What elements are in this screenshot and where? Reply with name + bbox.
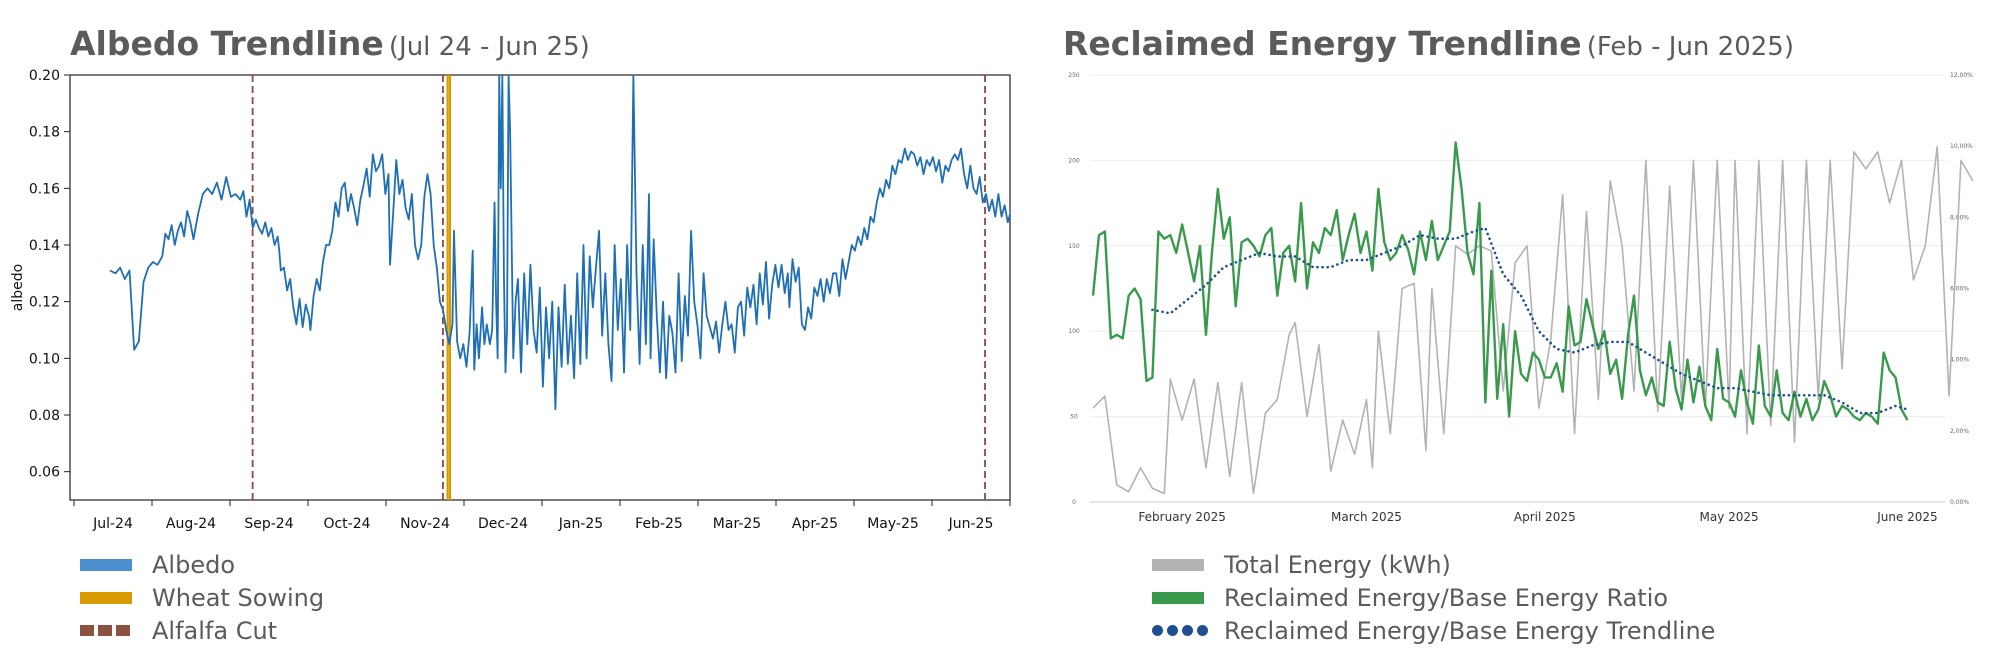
energy-y2tick-label: 4,00%: [1950, 357, 1969, 364]
albedo-series-line: [109, 75, 1010, 411]
energy-legend-label: Reclaimed Energy/Base Energy Trendline: [1224, 616, 1716, 645]
albedo-legend: Albedo Wheat Sowing Alfalfa Cut: [80, 548, 324, 647]
energy-xtick-label: March 2025: [1331, 510, 1402, 524]
albedo-xtick-label: May-25: [867, 516, 919, 532]
legend-dot: [1167, 625, 1178, 636]
energy-xtick-label: April 2025: [1514, 510, 1576, 524]
energy-chart-title: Reclaimed Energy Trendline (Feb - Jun 20…: [1063, 24, 1794, 63]
albedo-xtick-label: Jan-25: [558, 516, 603, 532]
energy-legend-swatch: [1152, 625, 1208, 637]
albedo-ytick-label: 0.06: [29, 465, 60, 481]
albedo-ytick-label: 0.08: [29, 408, 60, 424]
albedo-xtick-label: Feb-25: [635, 516, 683, 532]
albedo-xtick-label: Nov-24: [400, 516, 450, 532]
energy-ytick-label: 0: [1072, 499, 1076, 506]
albedo-legend-item: Wheat Sowing: [80, 581, 324, 614]
albedo-legend-item: Alfalfa Cut: [80, 614, 324, 647]
albedo-xtick-label: Oct-24: [323, 516, 370, 532]
albedo-xtick-label: Jun-25: [948, 516, 994, 532]
albedo-xtick-label: Dec-24: [478, 516, 528, 532]
legend-dot: [1197, 625, 1208, 636]
legend-solid-swatch: [80, 558, 132, 571]
legend-dashed-swatch: [80, 625, 130, 636]
legend-dash-segment: [98, 625, 112, 636]
energy-title-subtitle: (Feb - Jun 2025): [1586, 32, 1794, 62]
energy-ytick-label: 100: [1068, 328, 1080, 335]
energy-y2tick-label: 6,00%: [1950, 286, 1969, 293]
albedo-legend-item: Albedo: [80, 548, 324, 581]
albedo-legend-swatch: [80, 591, 132, 604]
albedo-ytick-label: 0.14: [29, 238, 60, 254]
legend-dotted-swatch: [1152, 625, 1208, 636]
energy-legend-item: Total Energy (kWh): [1152, 548, 1715, 581]
energy-y2tick-label: 8,00%: [1950, 214, 1969, 221]
albedo-ytick-label: 0.18: [29, 125, 60, 141]
albedo-xtick-label: Sep-24: [244, 516, 293, 532]
albedo-ytick-label: 0.20: [29, 68, 60, 84]
energy-legend: Total Energy (kWh) Reclaimed Energy/Base …: [1152, 548, 1715, 647]
legend-dash-segment: [80, 625, 94, 636]
albedo-ytick-label: 0.10: [29, 351, 60, 367]
energy-ratio-series: [1091, 141, 1909, 425]
energy-ytick-label: 200: [1068, 157, 1080, 164]
legend-dot: [1182, 625, 1193, 636]
energy-xtick-label: June 2025: [1876, 510, 1938, 524]
albedo-xtick-label: Jul-24: [92, 516, 133, 532]
legend-solid-swatch: [1152, 591, 1204, 604]
energy-legend-item: Reclaimed Energy/Base Energy Ratio: [1152, 581, 1715, 614]
albedo-xtick-label: Aug-24: [166, 516, 216, 532]
albedo-chart-title: Albedo Trendline (Jul 24 - Jun 25): [70, 24, 590, 63]
albedo-legend-label: Wheat Sowing: [152, 583, 325, 612]
albedo-xtick-label: Mar-25: [713, 516, 761, 532]
energy-y2tick-label: 10,00%: [1950, 143, 1973, 150]
energy-ytick-label: 50: [1070, 414, 1078, 421]
energy-legend-swatch: [1152, 591, 1204, 604]
energy-trendline-series: [1151, 226, 1909, 415]
energy-y2tick-label: 12,00%: [1950, 72, 1973, 79]
albedo-ylabel: albedo: [10, 264, 26, 311]
albedo-plot-frame: [69, 74, 1011, 501]
legend-dot: [1152, 625, 1163, 636]
energy-y2tick-label: 0,00%: [1950, 499, 1969, 506]
albedo-title-subtitle: (Jul 24 - Jun 25): [388, 32, 590, 62]
albedo-legend-swatch: [80, 558, 132, 571]
albedo-title-main: Albedo Trendline: [70, 24, 384, 63]
albedo-ytick-label: 0.16: [29, 181, 60, 197]
energy-title-main: Reclaimed Energy Trendline: [1063, 24, 1582, 63]
energy-xtick-label: May 2025: [1700, 510, 1759, 524]
energy-ytick-label: 250: [1068, 72, 1080, 79]
energy-xtick-label: February 2025: [1138, 510, 1226, 524]
legend-solid-swatch: [80, 591, 132, 604]
energy-legend-label: Total Energy (kWh): [1224, 550, 1451, 579]
energy-legend-item: Reclaimed Energy/Base Energy Trendline: [1152, 614, 1715, 647]
energy-legend-swatch: [1152, 558, 1204, 571]
albedo-xtick-label: Apr-25: [792, 516, 838, 532]
energy-y2tick-label: 2,00%: [1950, 428, 1969, 435]
total-energy-series: [1092, 145, 1974, 495]
legend-solid-swatch: [1152, 558, 1204, 571]
albedo-legend-swatch: [80, 625, 132, 637]
energy-legend-label: Reclaimed Energy/Base Energy Ratio: [1224, 583, 1669, 612]
energy-ytick-label: 150: [1068, 243, 1080, 250]
albedo-legend-label: Albedo: [152, 550, 236, 579]
legend-dash-segment: [116, 625, 130, 636]
albedo-legend-label: Alfalfa Cut: [152, 616, 278, 645]
albedo-ytick-label: 0.12: [29, 295, 60, 311]
